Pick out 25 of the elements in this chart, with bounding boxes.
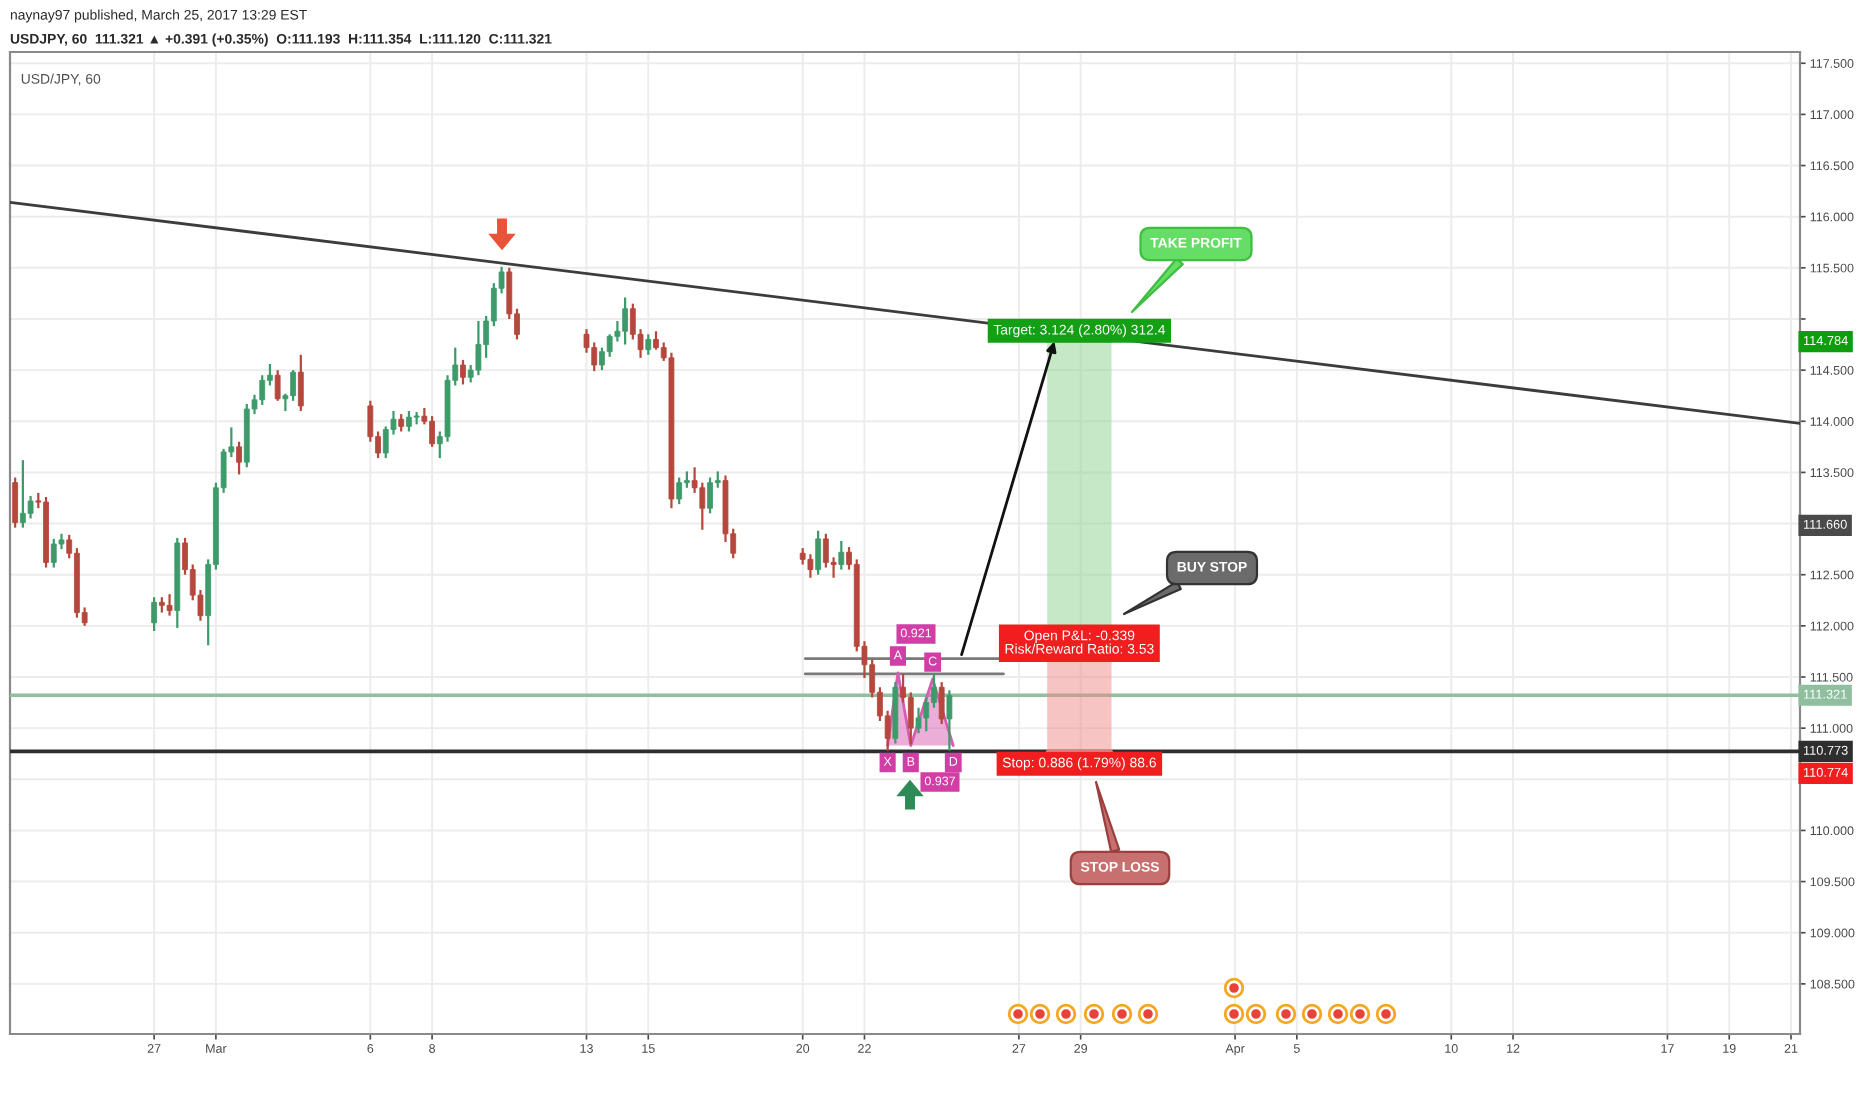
candlestick [406, 409, 412, 433]
candlestick [12, 476, 19, 529]
candlestick [429, 415, 435, 448]
candlestick [166, 593, 173, 617]
candlestick [807, 553, 814, 579]
candlestick [274, 369, 281, 402]
candlestick [622, 296, 628, 346]
candlestick [259, 374, 266, 407]
candlestick [290, 369, 296, 402]
candlestick [50, 537, 57, 569]
candlestick [907, 691, 914, 746]
candlestick [460, 358, 466, 386]
candlestick [19, 459, 26, 529]
candlestick [297, 353, 304, 413]
candlestick [838, 539, 845, 571]
candlestick [938, 681, 945, 726]
candlestick [151, 596, 158, 633]
candlestick [946, 689, 953, 752]
candlestick [676, 476, 683, 506]
candlestick [707, 476, 713, 515]
candlestick [475, 319, 482, 377]
candlestick [815, 529, 822, 576]
candlestick [645, 333, 652, 356]
candlestick [653, 330, 659, 351]
candlestick [236, 440, 242, 476]
